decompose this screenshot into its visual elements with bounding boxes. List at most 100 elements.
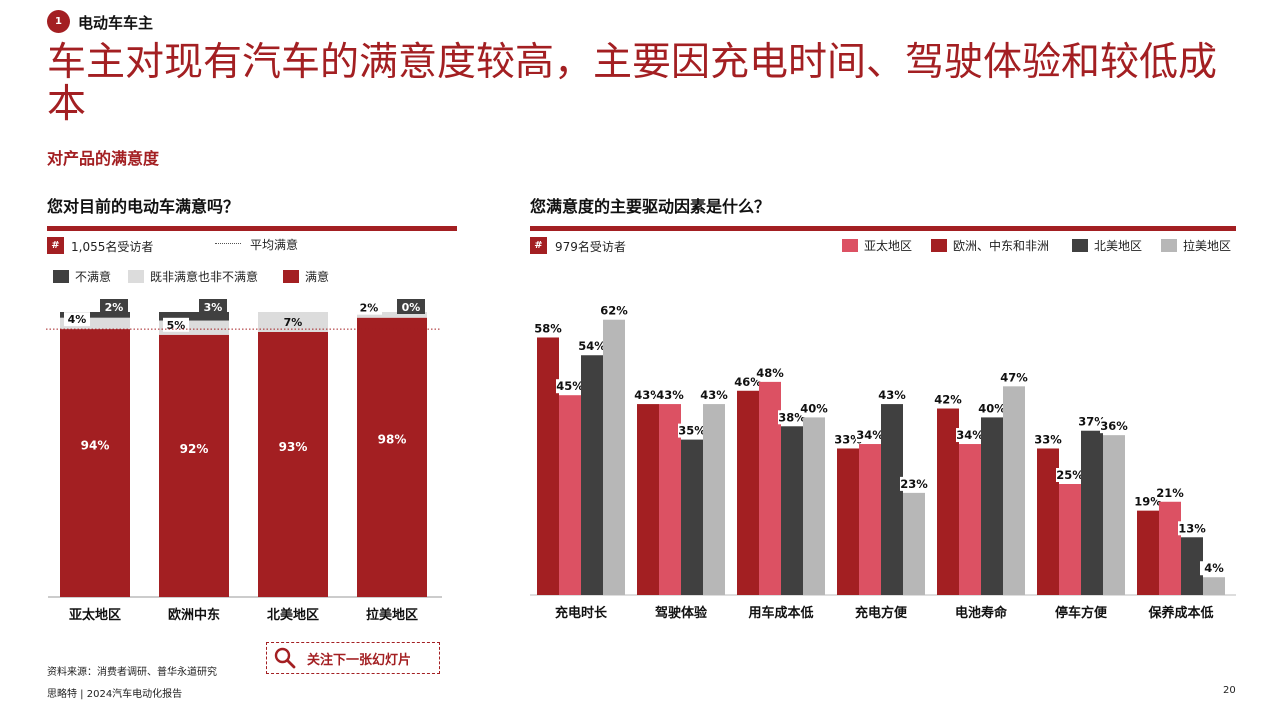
label-dissatisfied-0: 2%	[105, 301, 124, 314]
value-label-bg-g6-s0	[1134, 494, 1162, 509]
category-label-1: 驾驶体验	[655, 605, 708, 621]
value-label-bg-g4-s0	[934, 392, 962, 407]
value-label-bg-g1-s2	[678, 423, 706, 438]
value-label-bg-g0-s2	[578, 339, 606, 354]
label-bg-neutral-0	[64, 312, 90, 327]
page-number: 20	[1223, 685, 1236, 696]
bar-g1-s0	[637, 404, 659, 595]
left-divider	[47, 226, 457, 231]
value-label-g5-s3: 36%	[1100, 419, 1128, 433]
value-label-bg-g1-s1	[656, 388, 684, 403]
value-label-g4-s1: 34%	[956, 428, 984, 442]
value-label-bg-g3-s2	[878, 388, 906, 403]
value-label-bg-g0-s1	[556, 379, 584, 394]
value-label-g2-s0: 46%	[734, 375, 762, 389]
bar-g5-s1	[1059, 484, 1081, 595]
value-label-bg-g5-s2	[1078, 414, 1106, 429]
value-label-bg-g2-s3	[800, 401, 828, 416]
bar-g2-s1	[759, 381, 781, 595]
legend-neutral: 既非满意也非不满意	[128, 268, 258, 285]
page-title: 车主对现有汽车的满意度较高，主要因充电时间、驾驶体验和较低成本	[47, 40, 1218, 127]
search-icon	[274, 647, 296, 669]
value-label-bg-g5-s3	[1100, 419, 1128, 434]
legend-label-latam: 拉美地区	[1183, 239, 1232, 253]
left-question: 您对目前的电动车满意吗？	[47, 197, 240, 216]
label-dissatisfied-1: 3%	[204, 301, 223, 314]
avg-line-legend-icon	[215, 243, 241, 244]
value-label-bg-g3-s0	[834, 432, 862, 447]
bar-g0-s3	[603, 319, 625, 595]
value-label-bg-g0-s0	[534, 321, 562, 336]
next-slide-button[interactable]: 关注下一张幻灯片	[266, 642, 440, 674]
value-label-g6-s2: 13%	[1178, 521, 1206, 535]
value-label-bg-g2-s1	[756, 365, 784, 380]
value-label-bg-g6-s3	[1200, 561, 1228, 576]
label-neutral-2: 7%	[284, 316, 303, 329]
value-label-g4-s3: 47%	[1000, 370, 1028, 384]
label-dissatisfied-3: 0%	[402, 301, 421, 314]
bar-g1-s2	[681, 439, 703, 595]
source-note: 资料来源：消费者调研、普华永道研究	[47, 667, 217, 678]
bar-satisfied-2	[258, 331, 328, 597]
legend-label-satisfied: 满意	[305, 270, 330, 284]
value-label-bg-g6-s2	[1178, 521, 1206, 536]
right-divider	[530, 226, 1236, 231]
next-slide-label: 关注下一张幻灯片	[307, 652, 412, 668]
label-bg-neutral-3	[356, 300, 382, 315]
value-label-g0-s1: 45%	[556, 379, 584, 393]
bar-g4-s2	[981, 417, 1003, 595]
bar-neutral-3	[357, 312, 427, 318]
value-label-bg-g4-s2	[978, 401, 1006, 416]
value-label-g6-s1: 21%	[1156, 486, 1184, 500]
legend-swatch-apac	[842, 239, 858, 252]
satisfaction-stacked-chart: 94% 4% 2% 亚太地区 92% 5% 3% 欧洲中东 93% 7% 北美地区 98% 2% 0% 拉美…	[46, 299, 442, 623]
value-label-bg-g3-s1	[856, 428, 884, 443]
bar-g1-s3	[703, 404, 725, 595]
bar-g0-s2	[581, 355, 603, 595]
legend-na: 北美地区	[1072, 237, 1142, 254]
legend-label-na: 北美地区	[1094, 239, 1143, 253]
bar-g4-s1	[959, 444, 981, 595]
value-label-bg-g2-s0	[734, 374, 762, 389]
legend-label-neutral: 既非满意也非不满意	[150, 270, 259, 284]
legend-swatch-neutral	[128, 270, 144, 283]
report-name: 思略特 | 2024汽车电动化报告	[47, 689, 183, 700]
label-satisfied-0: 94%	[81, 439, 110, 453]
legend-satisfied: 满意	[283, 268, 329, 285]
value-label-g6-s3: 4%	[1204, 561, 1224, 575]
bar-g5-s0	[1037, 448, 1059, 595]
drivers-grouped-chart: 58%45%54%62%充电时长43%43%35%43%驾驶体验46%48%38…	[530, 303, 1236, 621]
value-label-bg-g1-s3	[700, 388, 728, 403]
value-label-bg-g3-s3	[900, 476, 928, 491]
left-respondents: 1,055名受访者	[71, 240, 154, 254]
label-bg-dissatisfied-1	[199, 299, 227, 314]
bar-g5-s3	[1103, 435, 1125, 595]
label-neutral-0: 4%	[68, 313, 87, 326]
bar-g2-s0	[737, 390, 759, 595]
bar-dissatisfied-1	[159, 312, 229, 321]
value-label-bg-g5-s1	[1056, 468, 1084, 482]
value-label-g2-s1: 48%	[756, 366, 784, 380]
value-label-g5-s1: 25%	[1056, 468, 1084, 482]
section-number-badge: 1	[47, 10, 70, 33]
avg-line-legend-label: 平均满意	[250, 238, 299, 252]
value-label-bg-g4-s1	[956, 428, 984, 443]
left-hash-badge: #	[47, 237, 64, 254]
category-label-0: 充电时长	[555, 605, 608, 621]
bar-g4-s3	[1003, 386, 1025, 595]
category-label-3: 拉美地区	[366, 607, 418, 623]
category-label-5: 停车方便	[1055, 605, 1108, 621]
category-label-4: 电池寿命	[955, 605, 1008, 621]
value-label-g5-s2: 37%	[1078, 415, 1106, 429]
bar-neutral-0	[60, 317, 130, 330]
value-label-g0-s2: 54%	[578, 339, 606, 353]
label-satisfied-3: 98%	[378, 432, 407, 446]
value-label-g3-s3: 23%	[900, 477, 928, 491]
label-satisfied-1: 92%	[180, 442, 209, 456]
value-label-g3-s1: 34%	[856, 428, 884, 442]
bar-satisfied-3	[357, 317, 427, 597]
bar-g2-s3	[803, 417, 825, 595]
label-satisfied-2: 93%	[279, 440, 308, 454]
bar-g3-s3	[903, 492, 925, 595]
category-label-2: 北美地区	[267, 607, 319, 623]
